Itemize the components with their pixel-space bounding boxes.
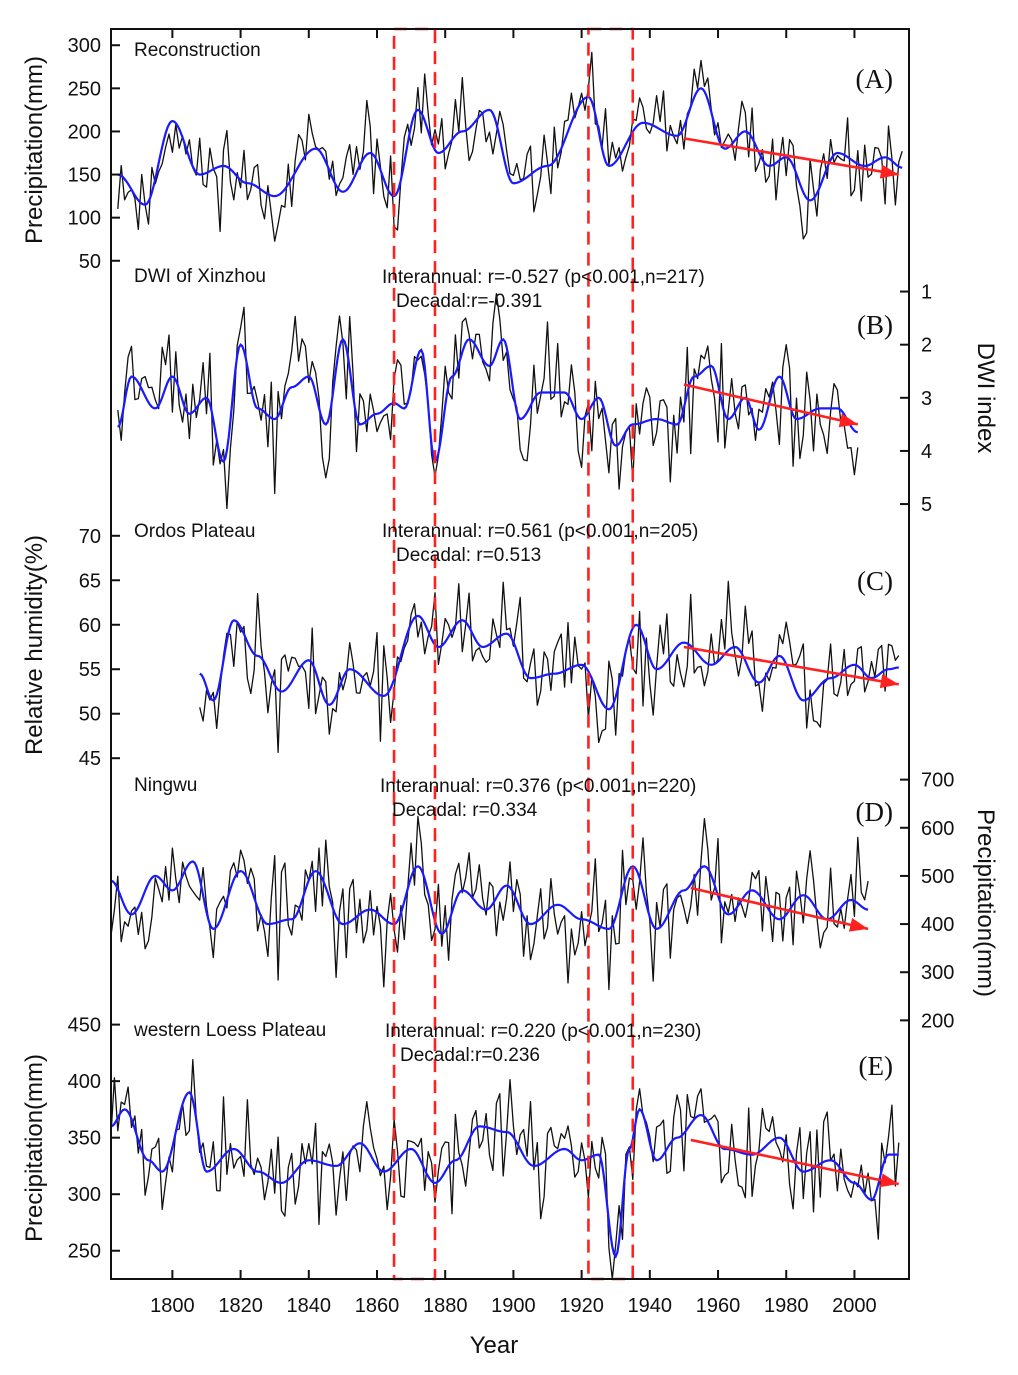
x-tick-label-1960: 1960 xyxy=(696,1295,741,1317)
raw-series-0 xyxy=(117,51,903,242)
axes-layer xyxy=(111,29,910,1279)
x-tick-label-1840: 1840 xyxy=(287,1295,332,1317)
y-tick-label-0-250: 250 xyxy=(68,78,101,100)
annotation-interannual-2: Interannual: r=0.561 (p<0.001,n=205) xyxy=(382,521,698,542)
y-tick-label-2-65: 65 xyxy=(79,570,101,592)
y-tick-label-1-5: 5 xyxy=(921,494,932,516)
panel-label-1: (B) xyxy=(857,310,893,340)
y-tick-label-4-300: 300 xyxy=(68,1184,101,1206)
annotation-decadal-2: Decadal: r=0.513 xyxy=(396,545,541,566)
y-tick-label-3-300: 300 xyxy=(921,962,954,984)
trend-arrowhead-4 xyxy=(879,1173,899,1188)
panel-title-4: western Loess Plateau xyxy=(133,1020,326,1041)
trend-arrowhead-2 xyxy=(879,674,899,689)
trend-line-1 xyxy=(683,383,859,426)
plot-frame xyxy=(110,28,910,1280)
y-tick-label-2-55: 55 xyxy=(79,659,101,681)
y-tick-label-4-400: 400 xyxy=(68,1071,101,1093)
y-tick-label-1-1: 1 xyxy=(921,282,932,304)
text-layer: Year Precipitation(mm) Relative humidity… xyxy=(21,35,999,1359)
raw-series-4 xyxy=(110,1059,900,1280)
trend-line-2 xyxy=(683,645,899,686)
trend-line-3 xyxy=(690,886,869,931)
y-tick-label-2-60: 60 xyxy=(79,615,101,637)
panel-label-3: (D) xyxy=(856,797,893,827)
x-tick-label-1820: 1820 xyxy=(218,1295,263,1317)
y-tick-label-3-600: 600 xyxy=(921,818,954,840)
y-tick-label-4-450: 450 xyxy=(68,1015,101,1037)
left-axis-title-e: Precipitation(mm) xyxy=(21,1054,48,1242)
x-tick-label-1940: 1940 xyxy=(628,1295,673,1317)
left-axis-title-a: Precipitation(mm) xyxy=(21,56,48,244)
panel-title-1: DWI of Xinzhou xyxy=(134,266,266,287)
panel-title-3: Ningwu xyxy=(134,775,197,796)
trend-arrowhead-3 xyxy=(848,918,869,932)
y-tick-label-0-150: 150 xyxy=(68,165,101,187)
x-tick-label-1860: 1860 xyxy=(355,1295,400,1317)
y-tick-label-1-3: 3 xyxy=(921,388,932,410)
y-tick-label-2-45: 45 xyxy=(79,748,101,770)
annotation-interannual-3: Interannual: r=0.376 (p<0.001,n=220) xyxy=(380,776,696,797)
right-axis-title-d: Precipitation(mm) xyxy=(972,809,999,997)
y-tick-label-3-700: 700 xyxy=(921,770,954,792)
y-tick-label-0-300: 300 xyxy=(68,35,101,57)
right-axis-title-b: DWI index xyxy=(972,343,999,454)
panel-label-4: (E) xyxy=(859,1051,893,1081)
y-tick-label-0-200: 200 xyxy=(68,121,101,143)
raw-series-1 xyxy=(117,292,859,510)
x-tick-label-2000: 2000 xyxy=(832,1295,877,1317)
x-tick-label-1980: 1980 xyxy=(764,1295,809,1317)
series-layer xyxy=(110,51,903,1280)
trend-arrowhead-1 xyxy=(838,413,858,428)
left-axis-title-c: Relative humidity(%) xyxy=(21,535,48,755)
y-tick-label-3-500: 500 xyxy=(921,866,954,888)
y-tick-label-1-4: 4 xyxy=(921,441,932,463)
y-tick-label-2-70: 70 xyxy=(79,526,101,548)
y-tick-label-2-50: 50 xyxy=(79,704,101,726)
panel-label-2: (C) xyxy=(857,566,893,596)
y-tick-label-3-200: 200 xyxy=(921,1010,954,1032)
y-tick-label-3-400: 400 xyxy=(921,914,954,936)
annotation-decadal-3: Decadal: r=0.334 xyxy=(392,800,538,821)
annotation-decadal-1: Decadal:r=-0.391 xyxy=(396,291,542,312)
x-tick-label-1880: 1880 xyxy=(423,1295,468,1317)
x-axis-title: Year xyxy=(470,1332,519,1359)
y-tick-label-0-50: 50 xyxy=(79,251,101,273)
smoothed-series-4 xyxy=(110,1091,899,1259)
trend-line-0 xyxy=(683,137,899,176)
annotation-interannual-1: Interannual: r=-0.527 (p<0.001,n=217) xyxy=(382,267,705,288)
annotation-interannual-4: Interannual: r=0.220 (p<0.001,n=230) xyxy=(385,1021,701,1042)
panel-title-0: Reconstruction xyxy=(134,40,261,61)
trend-line-4 xyxy=(690,1138,900,1186)
panel-title-2: Ordos Plateau xyxy=(134,521,255,542)
y-tick-label-4-250: 250 xyxy=(68,1241,101,1263)
annotation-decadal-4: Decadal:r=0.236 xyxy=(400,1045,540,1066)
raw-series-3 xyxy=(110,815,869,991)
x-tick-label-1900: 1900 xyxy=(491,1295,536,1317)
x-tick-label-1920: 1920 xyxy=(559,1295,604,1317)
smoothed-series-1 xyxy=(116,337,859,464)
trend-arrowhead-0 xyxy=(879,164,899,179)
y-tick-label-0-100: 100 xyxy=(68,208,101,230)
smoothed-series-0 xyxy=(117,87,903,206)
y-tick-label-1-2: 2 xyxy=(921,335,932,357)
smoothed-series-2 xyxy=(199,614,899,711)
y-tick-label-4-350: 350 xyxy=(68,1128,101,1150)
x-tick-label-1800: 1800 xyxy=(150,1295,195,1317)
panel-label-0: (A) xyxy=(856,64,893,94)
